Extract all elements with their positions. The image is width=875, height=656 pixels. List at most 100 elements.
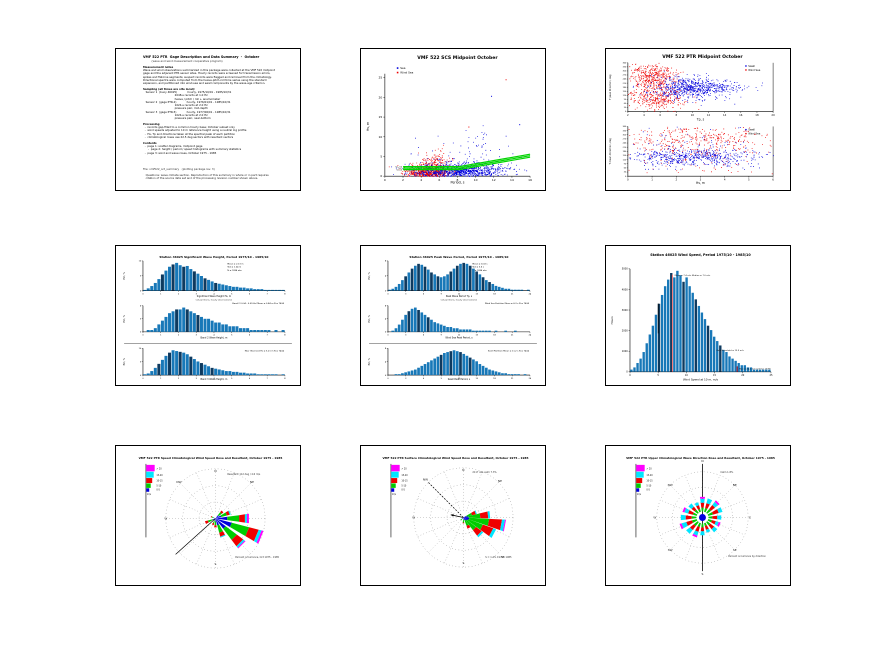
label: 0	[625, 176, 627, 178]
label: 1	[160, 335, 162, 337]
label: 8	[675, 113, 677, 117]
histogram-bar	[185, 354, 189, 376]
histogram-bar	[274, 330, 278, 332]
label: 12	[458, 378, 461, 380]
compass-label: N	[701, 459, 703, 463]
rose-petal-segment	[477, 531, 484, 538]
rose-petal-segment	[682, 507, 687, 513]
histogram-bar	[452, 328, 456, 332]
rose-petal-segment	[711, 520, 716, 525]
histogram-bar	[439, 324, 443, 332]
histogram-bar	[430, 272, 433, 291]
histogram-bar	[157, 324, 161, 332]
rose-petal-segment	[487, 511, 491, 519]
trend-line-label: S.L.+2	[395, 165, 403, 168]
histogram-bar	[523, 374, 527, 376]
label: 6	[659, 113, 661, 117]
label: 2	[178, 378, 180, 380]
rose-petal-segment	[489, 528, 497, 538]
legend-label: 15-20	[646, 474, 653, 477]
chart-title: VMF 522 PTR Surface Climatological Wind …	[382, 456, 528, 460]
label: 24	[529, 335, 532, 337]
panel-wind-rose-3: VMF 522 PTR Upper Climatological Wave Di…	[605, 445, 791, 586]
label: 4	[420, 178, 422, 182]
histogram-bar	[394, 374, 398, 376]
histogram-bar	[743, 365, 747, 372]
histogram-bar	[504, 288, 508, 291]
histogram-bar	[746, 367, 750, 372]
rose-petal-segment	[688, 510, 694, 515]
histogram-bar	[475, 271, 478, 291]
legend-swatch	[391, 488, 395, 492]
rose-petal-segment	[684, 508, 690, 514]
histogram-bar	[694, 299, 697, 372]
subplot-title: Station 46025 Significant Wave Height, P…	[159, 255, 268, 259]
report-line: VMF 522 PTR Gage Description and Data Su…	[143, 55, 260, 59]
histogram-bar	[263, 289, 267, 291]
histogram-bar	[468, 357, 472, 376]
label: 20	[379, 95, 383, 99]
histogram-bar	[517, 289, 520, 291]
histogram-bar	[426, 269, 430, 291]
compass-label: W	[412, 515, 415, 519]
histogram-bar	[143, 289, 147, 291]
legend-label: > 20	[646, 467, 652, 470]
rose-petal-segment	[711, 509, 719, 515]
histogram-bar	[164, 316, 168, 332]
annotation: Wind Sea Partition Mean = 6.3 s N = 7434	[485, 302, 530, 305]
histogram-bar	[413, 369, 417, 376]
histogram-bar	[224, 371, 228, 376]
legend: > 20 15-20 10-15 5-100-5 m/s	[145, 463, 163, 538]
legend-swatch	[391, 471, 399, 478]
histogram-bar	[459, 329, 462, 332]
histogram-bar	[249, 373, 253, 376]
histogram-bar	[755, 369, 759, 372]
scatter-points	[388, 157, 459, 177]
caption: Percent occurrence, Oct 1975 - 1985	[235, 556, 279, 559]
compass-label: NE	[733, 483, 737, 487]
x-axis-label: Tp, s	[696, 117, 705, 121]
rose-petal-segment	[679, 523, 684, 530]
legend-label: 15-20	[156, 474, 163, 477]
report-line: Wave and wind observations summarized in…	[143, 68, 275, 73]
rose-petal-segment	[502, 519, 507, 532]
legend-swatch	[146, 488, 150, 492]
panel-wind-rose-1: VMF 522 PTR Speed Climatological Wind Sp…	[115, 445, 301, 586]
subplot-title: Station 46025 Peak Wave Period, Period 1…	[409, 255, 508, 259]
histogram-bar	[260, 330, 264, 332]
label: 6	[438, 178, 440, 182]
caption: S = 1.2% 1975 - 1985	[485, 556, 512, 559]
annotation: Band 2 (0.04 - 0.09 Hz) Mean = 0.84 m N …	[232, 303, 284, 305]
histogram-bar	[688, 286, 691, 372]
histogram-bar	[270, 289, 274, 291]
rose-petal-segment	[461, 517, 464, 520]
histogram-bar	[455, 351, 459, 376]
histogram-bar	[630, 369, 633, 372]
label: 360	[623, 126, 627, 128]
rose-petal-segment	[708, 516, 713, 519]
rose-petal-segment	[223, 526, 237, 540]
histogram-bar	[207, 279, 211, 291]
rose-petal-segment	[468, 513, 481, 519]
rose-petal-segment	[215, 518, 226, 529]
rose-petal-segment	[217, 524, 223, 533]
histogram-bar	[260, 289, 264, 291]
histogram-bar	[221, 324, 225, 332]
histogram-bar	[417, 309, 420, 332]
report-line	[143, 155, 290, 168]
histogram-bar	[514, 330, 517, 332]
label: 0	[140, 290, 142, 292]
report-line: Processing	[143, 122, 160, 126]
scatter-points	[673, 79, 763, 96]
compass-label: NW	[668, 483, 673, 487]
label: 90	[624, 163, 627, 165]
histogram-bar	[231, 286, 235, 291]
histogram-bar	[494, 285, 498, 291]
label: 10	[379, 135, 383, 139]
caption: Percent occurrence by direction	[728, 555, 766, 558]
histogram-bar	[228, 371, 232, 376]
histogram-bar	[433, 322, 437, 332]
histogram-bar	[394, 286, 398, 291]
